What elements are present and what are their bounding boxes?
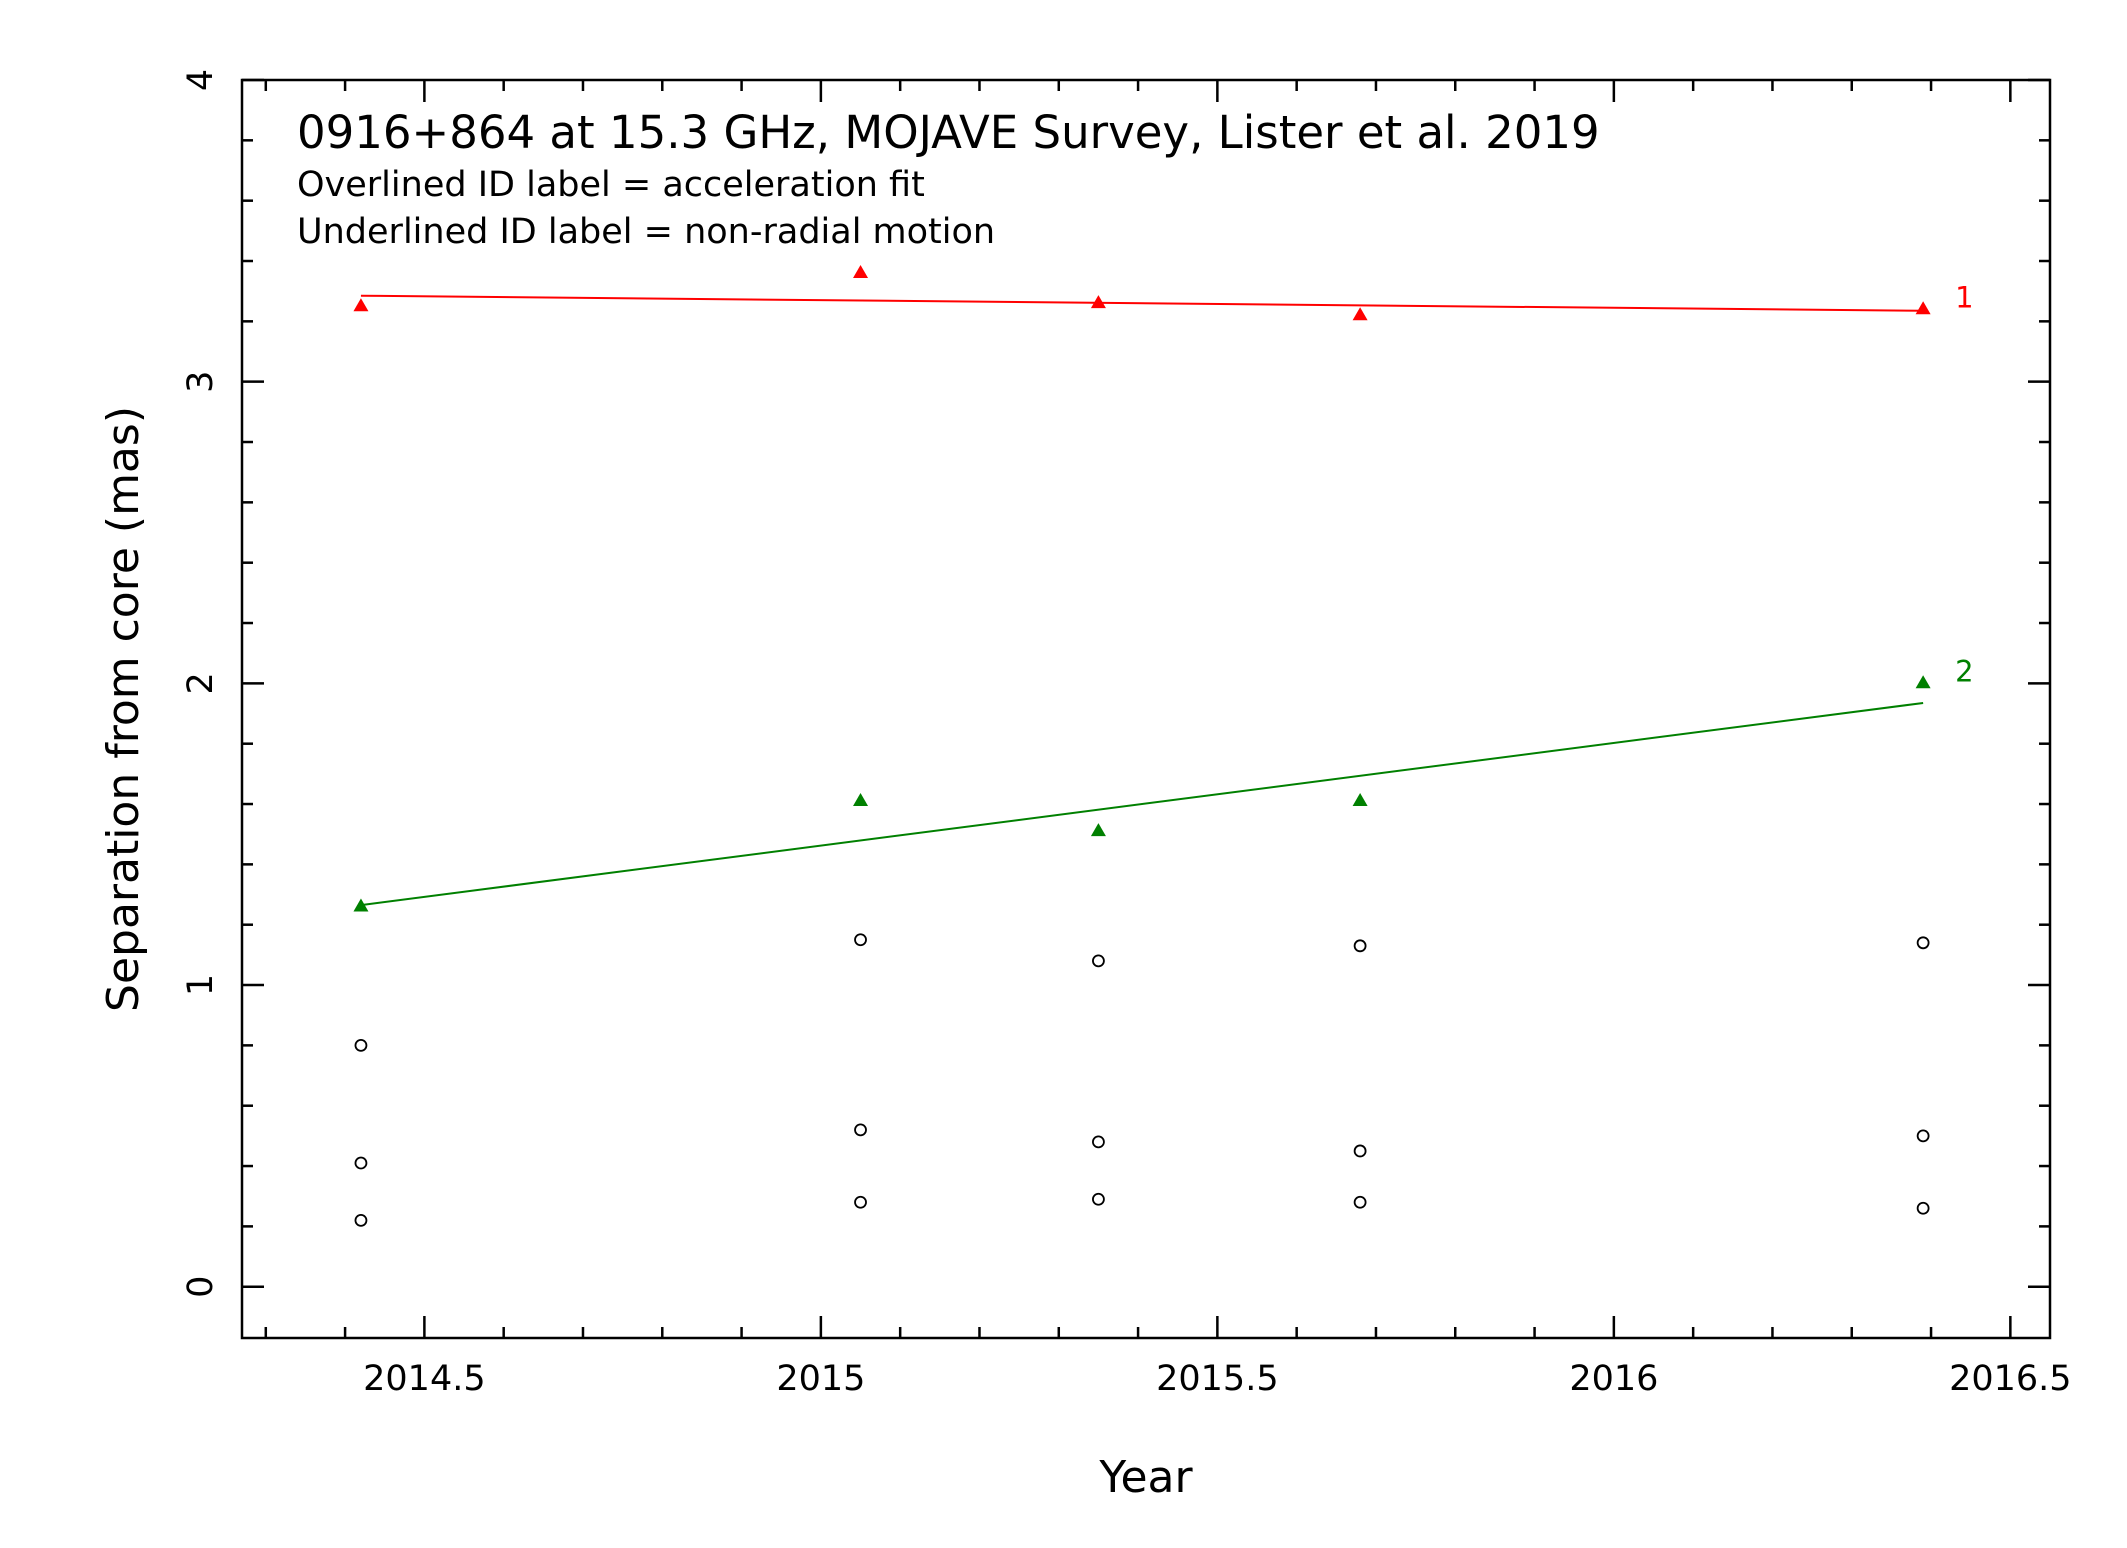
y-tick-label: 3 bbox=[181, 371, 221, 393]
data-point-unlabeled bbox=[354, 1038, 368, 1052]
data-point-series-2 bbox=[1090, 823, 1106, 837]
data-point-unlabeled bbox=[1916, 936, 1930, 950]
data-point-series-2 bbox=[1352, 792, 1368, 806]
data-point-unlabeled bbox=[854, 1195, 867, 1209]
data-point-unlabeled bbox=[854, 1123, 867, 1137]
data-point-unlabeled bbox=[1353, 939, 1367, 953]
data-point-unlabeled bbox=[354, 1156, 368, 1170]
data-point-unlabeled bbox=[1092, 1192, 1105, 1206]
data-point-unlabeled bbox=[1353, 1195, 1367, 1209]
data-point-unlabeled bbox=[1092, 954, 1105, 968]
fit-line-1 bbox=[360, 294, 1924, 312]
data-point-unlabeled bbox=[1092, 1135, 1105, 1149]
series-labels: 12 bbox=[1955, 280, 1973, 688]
fit-lines bbox=[360, 294, 1924, 907]
series-id-label-2: 2 bbox=[1955, 654, 1973, 688]
data-point-unlabeled bbox=[1916, 1129, 1930, 1143]
data-point-series-1 bbox=[353, 298, 369, 312]
data-point-unlabeled bbox=[1916, 1201, 1930, 1215]
chart-title: 0916+864 at 15.3 GHz, MOJAVE Survey, Lis… bbox=[297, 106, 1600, 159]
x-axis-label: Year bbox=[1098, 1452, 1193, 1503]
data-point-series-2 bbox=[1915, 675, 1931, 689]
data-point-series-1 bbox=[1352, 307, 1368, 321]
data-point-unlabeled bbox=[1353, 1144, 1367, 1158]
data-point-series-1 bbox=[1090, 295, 1106, 309]
chart-subtitle-2: Underlined ID label = non-radial motion bbox=[297, 212, 995, 252]
data-point-unlabeled bbox=[854, 933, 867, 947]
x-tick-labels: 2014.5 2015 2015.5 2016 2016.5 bbox=[363, 1359, 2071, 1399]
chart-subtitle-1: Overlined ID label = acceleration fit bbox=[297, 165, 925, 205]
y-tick-label: 4 bbox=[181, 69, 221, 91]
y-tick-label: 1 bbox=[181, 974, 221, 996]
x-tick-label: 2016.5 bbox=[1949, 1359, 2071, 1399]
data-point-series-2 bbox=[853, 792, 869, 806]
x-tick-label: 2014.5 bbox=[363, 1359, 485, 1399]
y-tick-label: 0 bbox=[181, 1276, 221, 1298]
x-tick-label: 2015 bbox=[776, 1359, 865, 1399]
x-tick-label: 2015.5 bbox=[1156, 1359, 1278, 1399]
fit-line-2 bbox=[360, 701, 1924, 907]
data-points bbox=[353, 265, 1931, 1227]
data-point-unlabeled bbox=[354, 1213, 368, 1227]
axis-ticks bbox=[242, 78, 2050, 1338]
plot-frame bbox=[240, 78, 2052, 1340]
x-tick-label: 2016 bbox=[1569, 1359, 1658, 1399]
data-point-series-2 bbox=[353, 898, 369, 912]
y-tick-labels: 0 1 2 3 4 bbox=[181, 69, 221, 1298]
y-axis-label: Separation from core (mas) bbox=[98, 406, 149, 1012]
series-id-label-1: 1 bbox=[1955, 280, 1973, 314]
data-point-series-1 bbox=[1915, 301, 1931, 315]
y-tick-label: 2 bbox=[181, 672, 221, 694]
data-point-series-1 bbox=[853, 265, 869, 279]
